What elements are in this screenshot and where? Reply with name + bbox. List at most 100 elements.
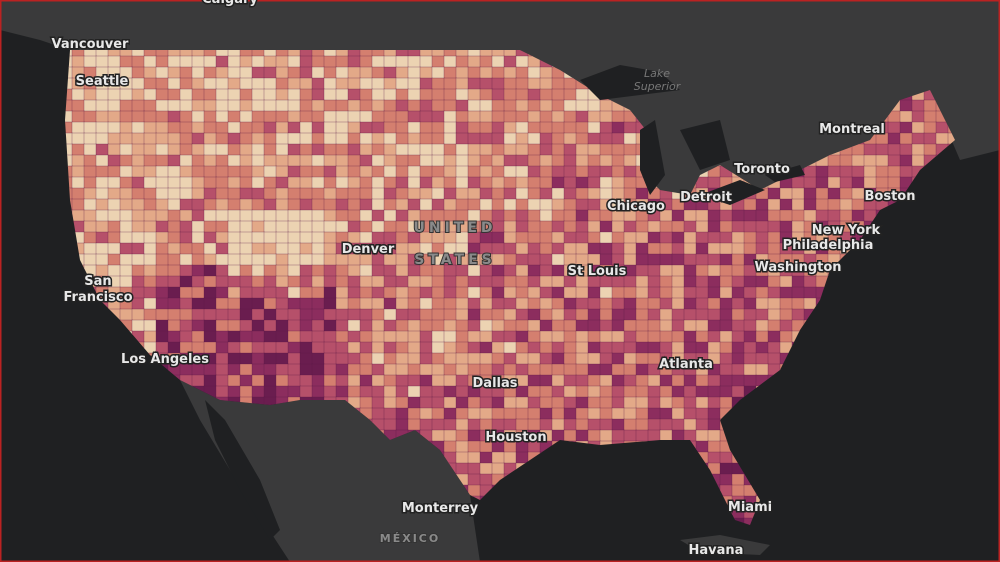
county <box>719 462 733 475</box>
county <box>119 110 133 123</box>
county <box>527 242 541 255</box>
county <box>515 66 529 79</box>
county <box>683 286 697 299</box>
county <box>191 176 205 189</box>
county <box>479 363 493 376</box>
county <box>203 198 217 211</box>
county <box>191 99 205 112</box>
county <box>395 374 409 387</box>
county <box>707 451 721 464</box>
county <box>155 231 169 244</box>
county <box>311 121 325 134</box>
county <box>383 77 397 90</box>
county <box>395 176 409 189</box>
county <box>299 374 313 387</box>
county <box>539 66 553 79</box>
county <box>767 341 781 354</box>
county <box>191 121 205 134</box>
county <box>467 99 481 112</box>
county <box>107 242 121 255</box>
county <box>491 330 505 343</box>
county <box>155 330 169 343</box>
county <box>395 396 409 409</box>
county <box>479 418 493 431</box>
county <box>827 209 841 222</box>
county <box>467 154 481 167</box>
county <box>563 418 577 431</box>
county <box>227 341 241 354</box>
county <box>695 308 709 321</box>
county <box>359 352 373 365</box>
county <box>287 55 301 68</box>
county <box>239 110 253 123</box>
county <box>563 308 577 321</box>
county <box>323 341 337 354</box>
county <box>455 286 469 299</box>
county <box>575 187 589 200</box>
county <box>719 363 733 376</box>
county <box>467 176 481 189</box>
county <box>455 308 469 321</box>
county <box>587 121 601 134</box>
county <box>347 88 361 101</box>
county <box>491 143 505 156</box>
county <box>515 132 529 145</box>
county <box>611 352 625 365</box>
county <box>239 352 253 365</box>
county <box>347 385 361 398</box>
county <box>467 396 481 409</box>
county <box>263 242 277 255</box>
county <box>167 187 181 200</box>
county <box>731 308 745 321</box>
county <box>383 275 397 288</box>
county <box>743 308 757 321</box>
county <box>635 187 649 200</box>
county <box>299 352 313 365</box>
county <box>539 385 553 398</box>
county <box>227 66 241 79</box>
county <box>371 352 385 365</box>
county <box>335 297 349 310</box>
county <box>875 176 889 189</box>
county <box>599 165 613 178</box>
county <box>599 308 613 321</box>
county <box>359 110 373 123</box>
county <box>695 286 709 299</box>
county <box>299 99 313 112</box>
county <box>731 242 745 255</box>
county <box>551 330 565 343</box>
county <box>359 286 373 299</box>
county <box>539 319 553 332</box>
county <box>527 396 541 409</box>
county <box>299 231 313 244</box>
county <box>299 66 313 79</box>
county <box>755 209 769 222</box>
county <box>239 264 253 277</box>
county <box>647 319 661 332</box>
county <box>179 165 193 178</box>
county <box>479 198 493 211</box>
county <box>287 198 301 211</box>
county <box>515 308 529 321</box>
county <box>431 341 445 354</box>
county <box>695 209 709 222</box>
county <box>239 187 253 200</box>
county <box>659 341 673 354</box>
county <box>479 308 493 321</box>
county <box>143 286 157 299</box>
county <box>443 330 457 343</box>
county <box>119 220 133 233</box>
county <box>683 385 697 398</box>
county <box>431 66 445 79</box>
county <box>719 253 733 266</box>
county <box>623 352 637 365</box>
county <box>335 88 349 101</box>
county <box>155 99 169 112</box>
county <box>647 330 661 343</box>
county <box>143 220 157 233</box>
county <box>575 308 589 321</box>
county <box>575 396 589 409</box>
county <box>383 363 397 376</box>
county <box>467 121 481 134</box>
county <box>167 121 181 134</box>
